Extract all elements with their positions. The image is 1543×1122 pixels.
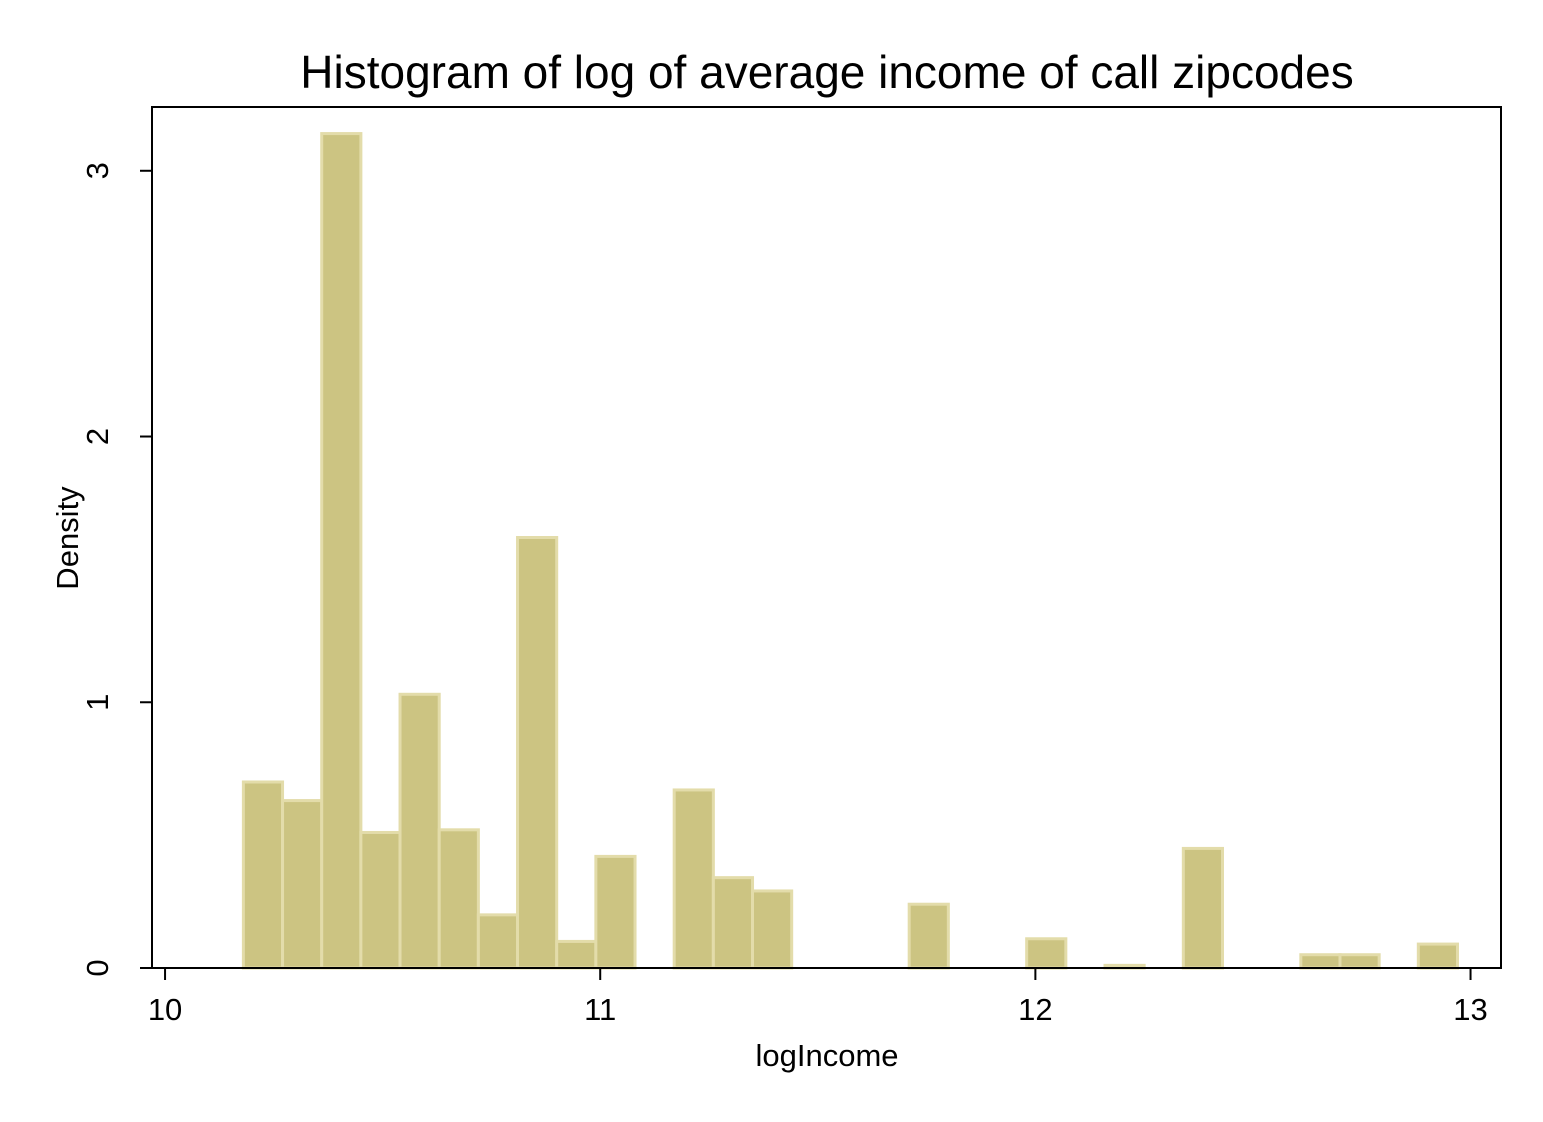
y-tick-label: 1 (80, 694, 115, 711)
histogram-bar-14 (907, 902, 950, 970)
histogram-bar-1 (281, 799, 324, 970)
histogram-bar-5 (437, 828, 480, 970)
histogram-bar-2 (320, 132, 363, 970)
chart-title: Histogram of log of average income of ca… (300, 46, 1353, 98)
y-axis-label: Density (50, 486, 85, 590)
histogram-bar-15 (1025, 937, 1068, 970)
x-tick-label: 12 (1018, 992, 1052, 1027)
x-ticks-group: 10 11 12 13 (148, 968, 1488, 1027)
histogram-bar-4 (398, 692, 441, 970)
y-ticks-group: 0 1 2 3 (80, 162, 152, 977)
x-axis-label: logIncome (755, 1038, 898, 1073)
histogram-bar-12 (711, 876, 755, 970)
histogram-bar-7 (516, 536, 559, 970)
histogram-bar-8 (555, 939, 598, 970)
y-tick-label: 0 (80, 959, 115, 976)
x-tick-label: 13 (1453, 992, 1487, 1027)
histogram-bar-0 (241, 780, 285, 970)
histogram-bar-19 (1338, 953, 1381, 970)
histogram-bar-17 (1181, 846, 1224, 970)
histogram-bar-20 (1416, 942, 1459, 970)
y-tick-label: 3 (80, 162, 115, 179)
histogram-bar-9 (594, 854, 637, 970)
histogram-bar-6 (476, 913, 520, 970)
plot-area (151, 106, 1502, 969)
histogram-bar-18 (1299, 953, 1342, 970)
x-tick-label: 11 (584, 992, 616, 1027)
histogram-bar-13 (751, 889, 794, 970)
y-tick-label: 2 (80, 428, 115, 445)
histogram-bar-11 (672, 788, 715, 970)
histogram-bar-3 (359, 830, 402, 970)
x-tick-label: 10 (148, 992, 182, 1027)
